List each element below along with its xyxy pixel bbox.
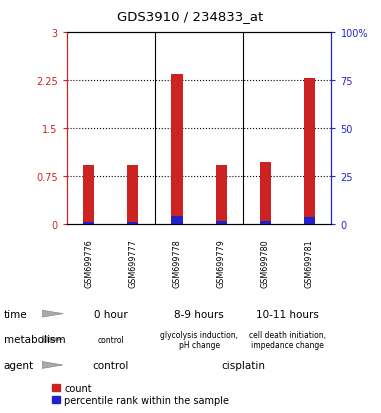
Text: time: time (4, 309, 27, 319)
Bar (216, 221, 227, 225)
Bar (83, 166, 94, 225)
Text: glycolysis induction,
pH change: glycolysis induction, pH change (160, 330, 238, 349)
Text: GSM699777: GSM699777 (128, 238, 138, 287)
Text: control: control (93, 360, 129, 370)
Bar (83, 223, 94, 225)
Text: metabolism: metabolism (4, 335, 66, 344)
Bar (171, 75, 182, 225)
Bar (304, 217, 315, 225)
Text: 8-9 hours: 8-9 hours (174, 309, 224, 319)
Polygon shape (42, 311, 63, 317)
Text: GSM699781: GSM699781 (305, 239, 314, 287)
Text: GSM699780: GSM699780 (261, 239, 270, 287)
Text: agent: agent (4, 360, 34, 370)
Polygon shape (42, 362, 63, 368)
Text: GSM699776: GSM699776 (84, 239, 93, 287)
Legend: count, percentile rank within the sample: count, percentile rank within the sample (53, 383, 229, 405)
Bar (171, 216, 182, 225)
Text: cisplatin: cisplatin (221, 360, 265, 370)
Bar (127, 223, 138, 225)
Text: 10-11 hours: 10-11 hours (256, 309, 319, 319)
Text: GSM699778: GSM699778 (173, 239, 181, 287)
Polygon shape (42, 336, 63, 343)
Bar (260, 163, 271, 225)
Bar (216, 166, 227, 225)
Text: 0 hour: 0 hour (94, 309, 128, 319)
Text: GSM699779: GSM699779 (217, 238, 226, 287)
Bar (127, 166, 138, 225)
Bar (260, 221, 271, 225)
Bar (304, 79, 315, 225)
Text: GDS3910 / 234833_at: GDS3910 / 234833_at (117, 10, 264, 23)
Text: cell death initiation,
impedance change: cell death initiation, impedance change (249, 330, 326, 349)
Text: control: control (98, 335, 124, 344)
